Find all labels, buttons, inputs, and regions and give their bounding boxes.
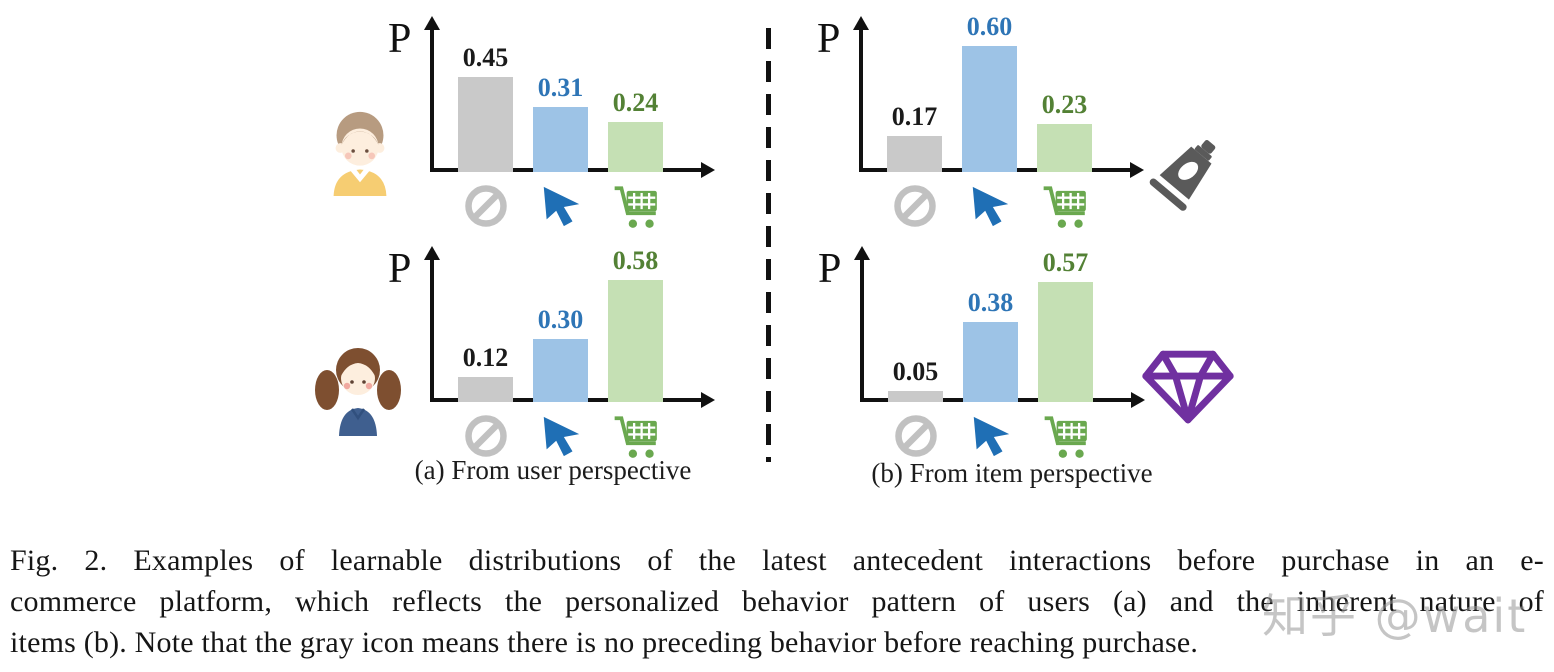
bar-click xyxy=(962,46,1017,172)
bar-value-label: 0.60 xyxy=(966,12,1013,41)
y-axis-label: P xyxy=(818,246,842,292)
x-axis-arrow xyxy=(1130,162,1144,178)
bar-value-label: 0.38 xyxy=(967,288,1014,317)
y-axis-arrow xyxy=(424,16,440,30)
diamond-icon xyxy=(1138,344,1238,430)
chart-user-2: P 0.12 0.30 0.58 xyxy=(388,246,718,468)
bar-none xyxy=(887,136,942,172)
bar-none xyxy=(888,391,943,402)
y-axis xyxy=(854,246,870,400)
bar-value-label: 0.05 xyxy=(892,357,939,386)
y-axis xyxy=(424,246,440,400)
bar-value-label: 0.23 xyxy=(1041,90,1088,119)
no-behavior-ban-icon xyxy=(458,178,513,234)
bar-value-label: 0.12 xyxy=(462,343,509,372)
caption-line-1: Fig. 2. Examples of learnable distributi… xyxy=(10,544,1544,577)
caption-line-2: commerce platform, which reflects the pe… xyxy=(10,585,1544,618)
bars-container: 0.45 0.31 0.24 xyxy=(388,20,718,172)
y-axis-label: P xyxy=(817,16,841,62)
figure-caption: Fig. 2. Examples of learnable distributi… xyxy=(10,540,1544,663)
y-axis-label: P xyxy=(388,246,412,292)
y-axis-label: P xyxy=(388,16,412,62)
add-to-cart-icon xyxy=(608,408,663,464)
category-icons-row xyxy=(388,408,718,466)
panel-divider-dashed-line xyxy=(766,28,771,462)
bar-click xyxy=(533,107,588,172)
bar-value-label: 0.17 xyxy=(891,102,938,131)
bars-container: 0.12 0.30 0.58 xyxy=(388,246,718,402)
y-axis-arrow xyxy=(853,16,869,30)
bar-value-label: 0.31 xyxy=(537,73,584,102)
x-axis-arrow xyxy=(701,392,715,408)
girl-avatar xyxy=(310,334,406,436)
bar-cart xyxy=(608,280,663,402)
bar-value-label: 0.45 xyxy=(462,43,509,72)
chart-item-2: P 0.05 0.38 0.57 xyxy=(818,246,1148,468)
no-behavior-ban-icon xyxy=(458,408,513,464)
bar-value-label: 0.58 xyxy=(612,246,659,275)
cosmetic-tube-icon xyxy=(1136,130,1232,224)
x-axis-arrow xyxy=(701,162,715,178)
bars-container: 0.17 0.60 0.23 xyxy=(817,14,1147,172)
bar-click xyxy=(533,339,588,402)
caption-line-3: items (b). Note that the gray icon means… xyxy=(10,626,1199,659)
y-axis-arrow xyxy=(424,246,440,260)
category-icons-row xyxy=(817,178,1147,236)
bar-value-label: 0.30 xyxy=(537,305,584,334)
add-to-cart-icon xyxy=(1037,178,1092,234)
add-to-cart-icon xyxy=(1038,408,1093,464)
bar-value-label: 0.24 xyxy=(612,88,659,117)
subcaption-b: (b) From item perspective xyxy=(871,458,1153,488)
category-icons-row xyxy=(818,408,1148,466)
bar-none xyxy=(458,377,513,402)
bar-cart xyxy=(608,122,663,172)
add-to-cart-icon xyxy=(608,178,663,234)
click-cursor-icon xyxy=(533,178,588,234)
no-behavior-ban-icon xyxy=(887,178,942,234)
subcaption-a: (a) From user perspective xyxy=(414,455,692,485)
no-behavior-ban-icon xyxy=(888,408,943,464)
click-cursor-icon xyxy=(962,178,1017,234)
boy-avatar xyxy=(316,102,404,198)
bar-cart xyxy=(1037,124,1092,172)
chart-item-1: P 0.17 0.60 0.23 xyxy=(817,14,1147,238)
category-icons-row xyxy=(388,178,718,236)
x-axis-arrow xyxy=(1131,392,1145,408)
bar-cart xyxy=(1038,282,1093,402)
bars-container: 0.05 0.38 0.57 xyxy=(818,250,1148,402)
y-axis xyxy=(424,16,440,170)
bar-none xyxy=(458,77,513,172)
y-axis-arrow xyxy=(854,246,870,260)
click-cursor-icon xyxy=(963,408,1018,464)
bar-click xyxy=(963,322,1018,402)
bar-value-label: 0.57 xyxy=(1042,248,1089,277)
y-axis xyxy=(853,16,869,170)
click-cursor-icon xyxy=(533,408,588,464)
chart-user-1: P 0.45 0.31 0.24 xyxy=(388,16,718,238)
